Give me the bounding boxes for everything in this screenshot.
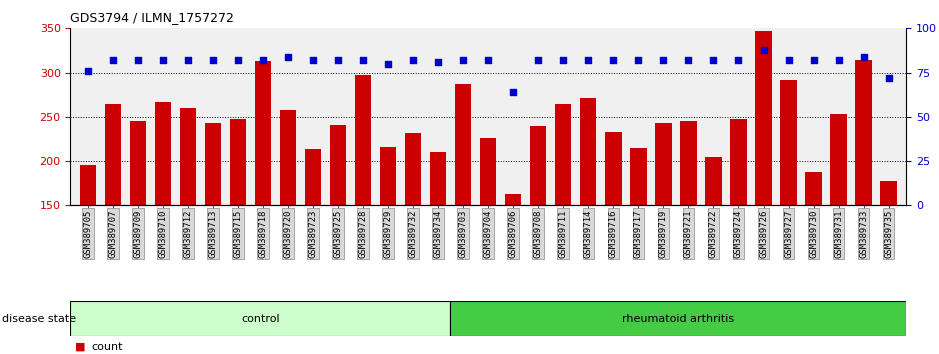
Bar: [555, 103, 572, 338]
Point: [356, 57, 371, 63]
Bar: [451, 301, 906, 336]
Bar: [180, 108, 196, 338]
Bar: [681, 121, 697, 338]
Point: [331, 57, 346, 63]
Point: [606, 57, 621, 63]
Point: [255, 57, 270, 63]
Bar: [330, 125, 346, 338]
Bar: [280, 110, 296, 338]
Bar: [881, 181, 897, 338]
Point: [831, 57, 846, 63]
Point: [380, 61, 395, 67]
Point: [781, 57, 796, 63]
Point: [431, 59, 446, 65]
Bar: [70, 301, 451, 336]
Point: [581, 57, 596, 63]
Bar: [705, 156, 721, 338]
Text: control: control: [241, 314, 280, 324]
Point: [406, 57, 421, 63]
Bar: [255, 61, 271, 338]
Bar: [205, 123, 222, 338]
Bar: [80, 165, 96, 338]
Bar: [806, 172, 822, 338]
Point: [481, 57, 496, 63]
Point: [531, 57, 546, 63]
Bar: [580, 98, 596, 338]
Bar: [780, 80, 796, 338]
Bar: [480, 138, 497, 338]
Bar: [130, 121, 146, 338]
Point: [756, 47, 771, 52]
Text: disease state: disease state: [2, 314, 76, 324]
Point: [455, 57, 470, 63]
Bar: [305, 149, 321, 338]
Bar: [655, 123, 671, 338]
Point: [881, 75, 896, 81]
Bar: [355, 75, 371, 338]
Point: [856, 54, 871, 59]
Bar: [405, 133, 422, 338]
Bar: [531, 126, 546, 338]
Bar: [755, 31, 772, 338]
Point: [105, 57, 120, 63]
Bar: [630, 148, 647, 338]
Point: [506, 89, 521, 95]
Bar: [455, 84, 471, 338]
Point: [681, 57, 696, 63]
Bar: [505, 194, 521, 338]
Bar: [855, 60, 871, 338]
Point: [731, 57, 746, 63]
Point: [206, 57, 221, 63]
Point: [231, 57, 246, 63]
Point: [131, 57, 146, 63]
Bar: [105, 103, 121, 338]
Point: [556, 57, 571, 63]
Bar: [830, 114, 847, 338]
Bar: [731, 119, 747, 338]
Point: [180, 57, 195, 63]
Point: [631, 57, 646, 63]
Point: [806, 57, 821, 63]
Text: rheumatoid arthritis: rheumatoid arthritis: [623, 314, 734, 324]
Point: [706, 57, 721, 63]
Bar: [155, 102, 171, 338]
Text: count: count: [91, 342, 123, 352]
Bar: [380, 147, 396, 338]
Point: [81, 68, 96, 74]
Bar: [430, 152, 446, 338]
Point: [156, 57, 171, 63]
Point: [305, 57, 320, 63]
Bar: [606, 132, 622, 338]
Point: [281, 54, 296, 59]
Text: GDS3794 / ILMN_1757272: GDS3794 / ILMN_1757272: [70, 11, 235, 24]
Bar: [230, 119, 246, 338]
Text: ■: ■: [75, 342, 85, 352]
Point: [656, 57, 671, 63]
